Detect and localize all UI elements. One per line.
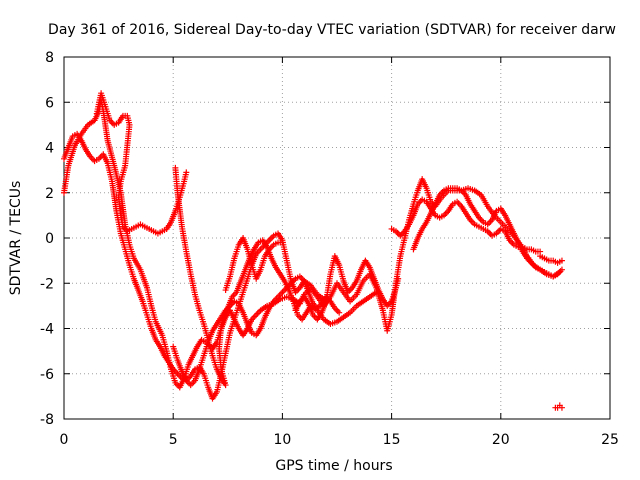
chart-title: Day 361 of 2016, Sidereal Day-to-day VTE…: [48, 22, 616, 38]
y-tick-label: 2: [45, 186, 54, 202]
data-point: [279, 239, 286, 246]
data-point: [558, 257, 565, 264]
data-point: [395, 275, 402, 282]
series-track-10: [537, 253, 565, 266]
series-track-6: [222, 235, 286, 294]
data-point: [558, 266, 565, 273]
x-tick-label: 10: [273, 432, 291, 448]
data-point: [183, 169, 190, 176]
series-track-5: [170, 273, 343, 389]
x-tick-label: 5: [169, 432, 178, 448]
y-tick-label: -6: [40, 367, 54, 383]
y-tick-label: -4: [40, 322, 54, 338]
series-track-7: [292, 253, 402, 323]
x-tick-label: 0: [60, 432, 69, 448]
y-axis-label: SDTVAR / TECUs: [8, 181, 24, 296]
data-points: [61, 90, 565, 411]
series-track-11: [552, 402, 565, 411]
series-track-4: [172, 164, 380, 389]
x-axis-label: GPS time / hours: [275, 458, 392, 474]
series-track-9: [410, 185, 565, 280]
axis-ticks: 0 5 10 15 20 25 -8 -6 -4 -2 0 2 4 6 8: [40, 50, 619, 448]
y-tick-label: 0: [45, 231, 54, 247]
series-track-2: [61, 130, 327, 402]
data-point: [336, 309, 343, 316]
x-tick-label: 25: [601, 432, 619, 448]
y-tick-label: -2: [40, 276, 54, 292]
y-tick-label: 4: [45, 141, 54, 157]
y-tick-label: -8: [40, 412, 54, 428]
x-tick-label: 20: [492, 432, 510, 448]
x-tick-label: 15: [383, 432, 401, 448]
y-tick-label: 8: [45, 50, 54, 66]
series-track-3: [93, 90, 190, 237]
series-track-1: [61, 96, 563, 391]
grid-lines: [64, 57, 610, 419]
data-point: [558, 404, 565, 411]
y-tick-label: 6: [45, 95, 54, 111]
